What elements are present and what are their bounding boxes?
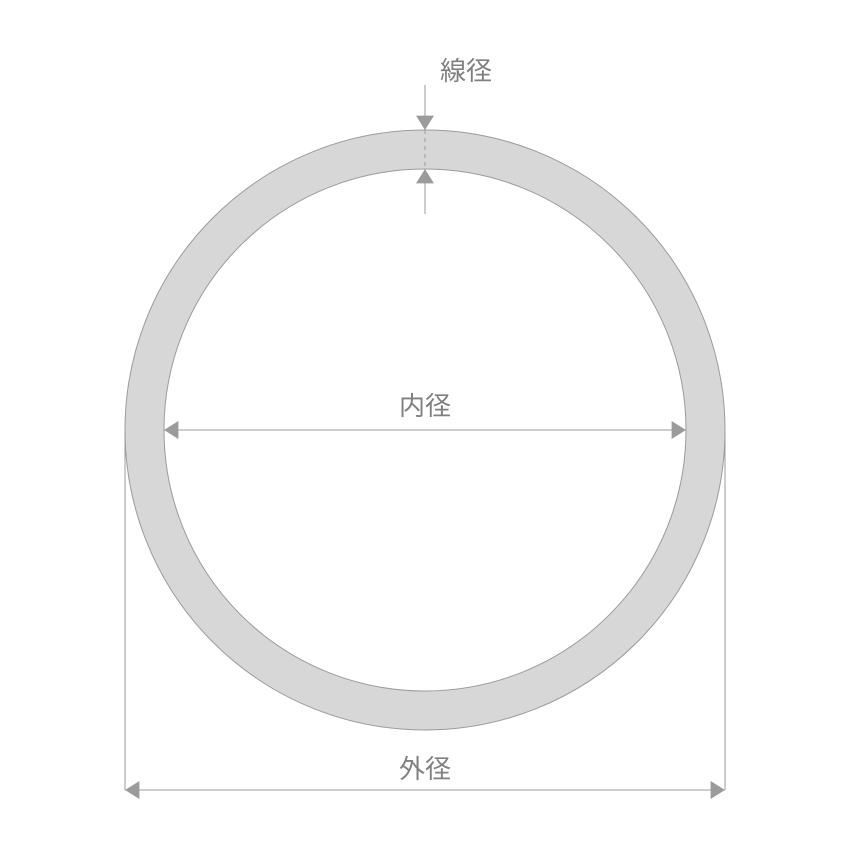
- outer-diameter-label: 外径: [399, 749, 451, 786]
- wire-diameter-label: 線径: [440, 51, 492, 88]
- inner-diameter-label: 内径: [399, 386, 451, 423]
